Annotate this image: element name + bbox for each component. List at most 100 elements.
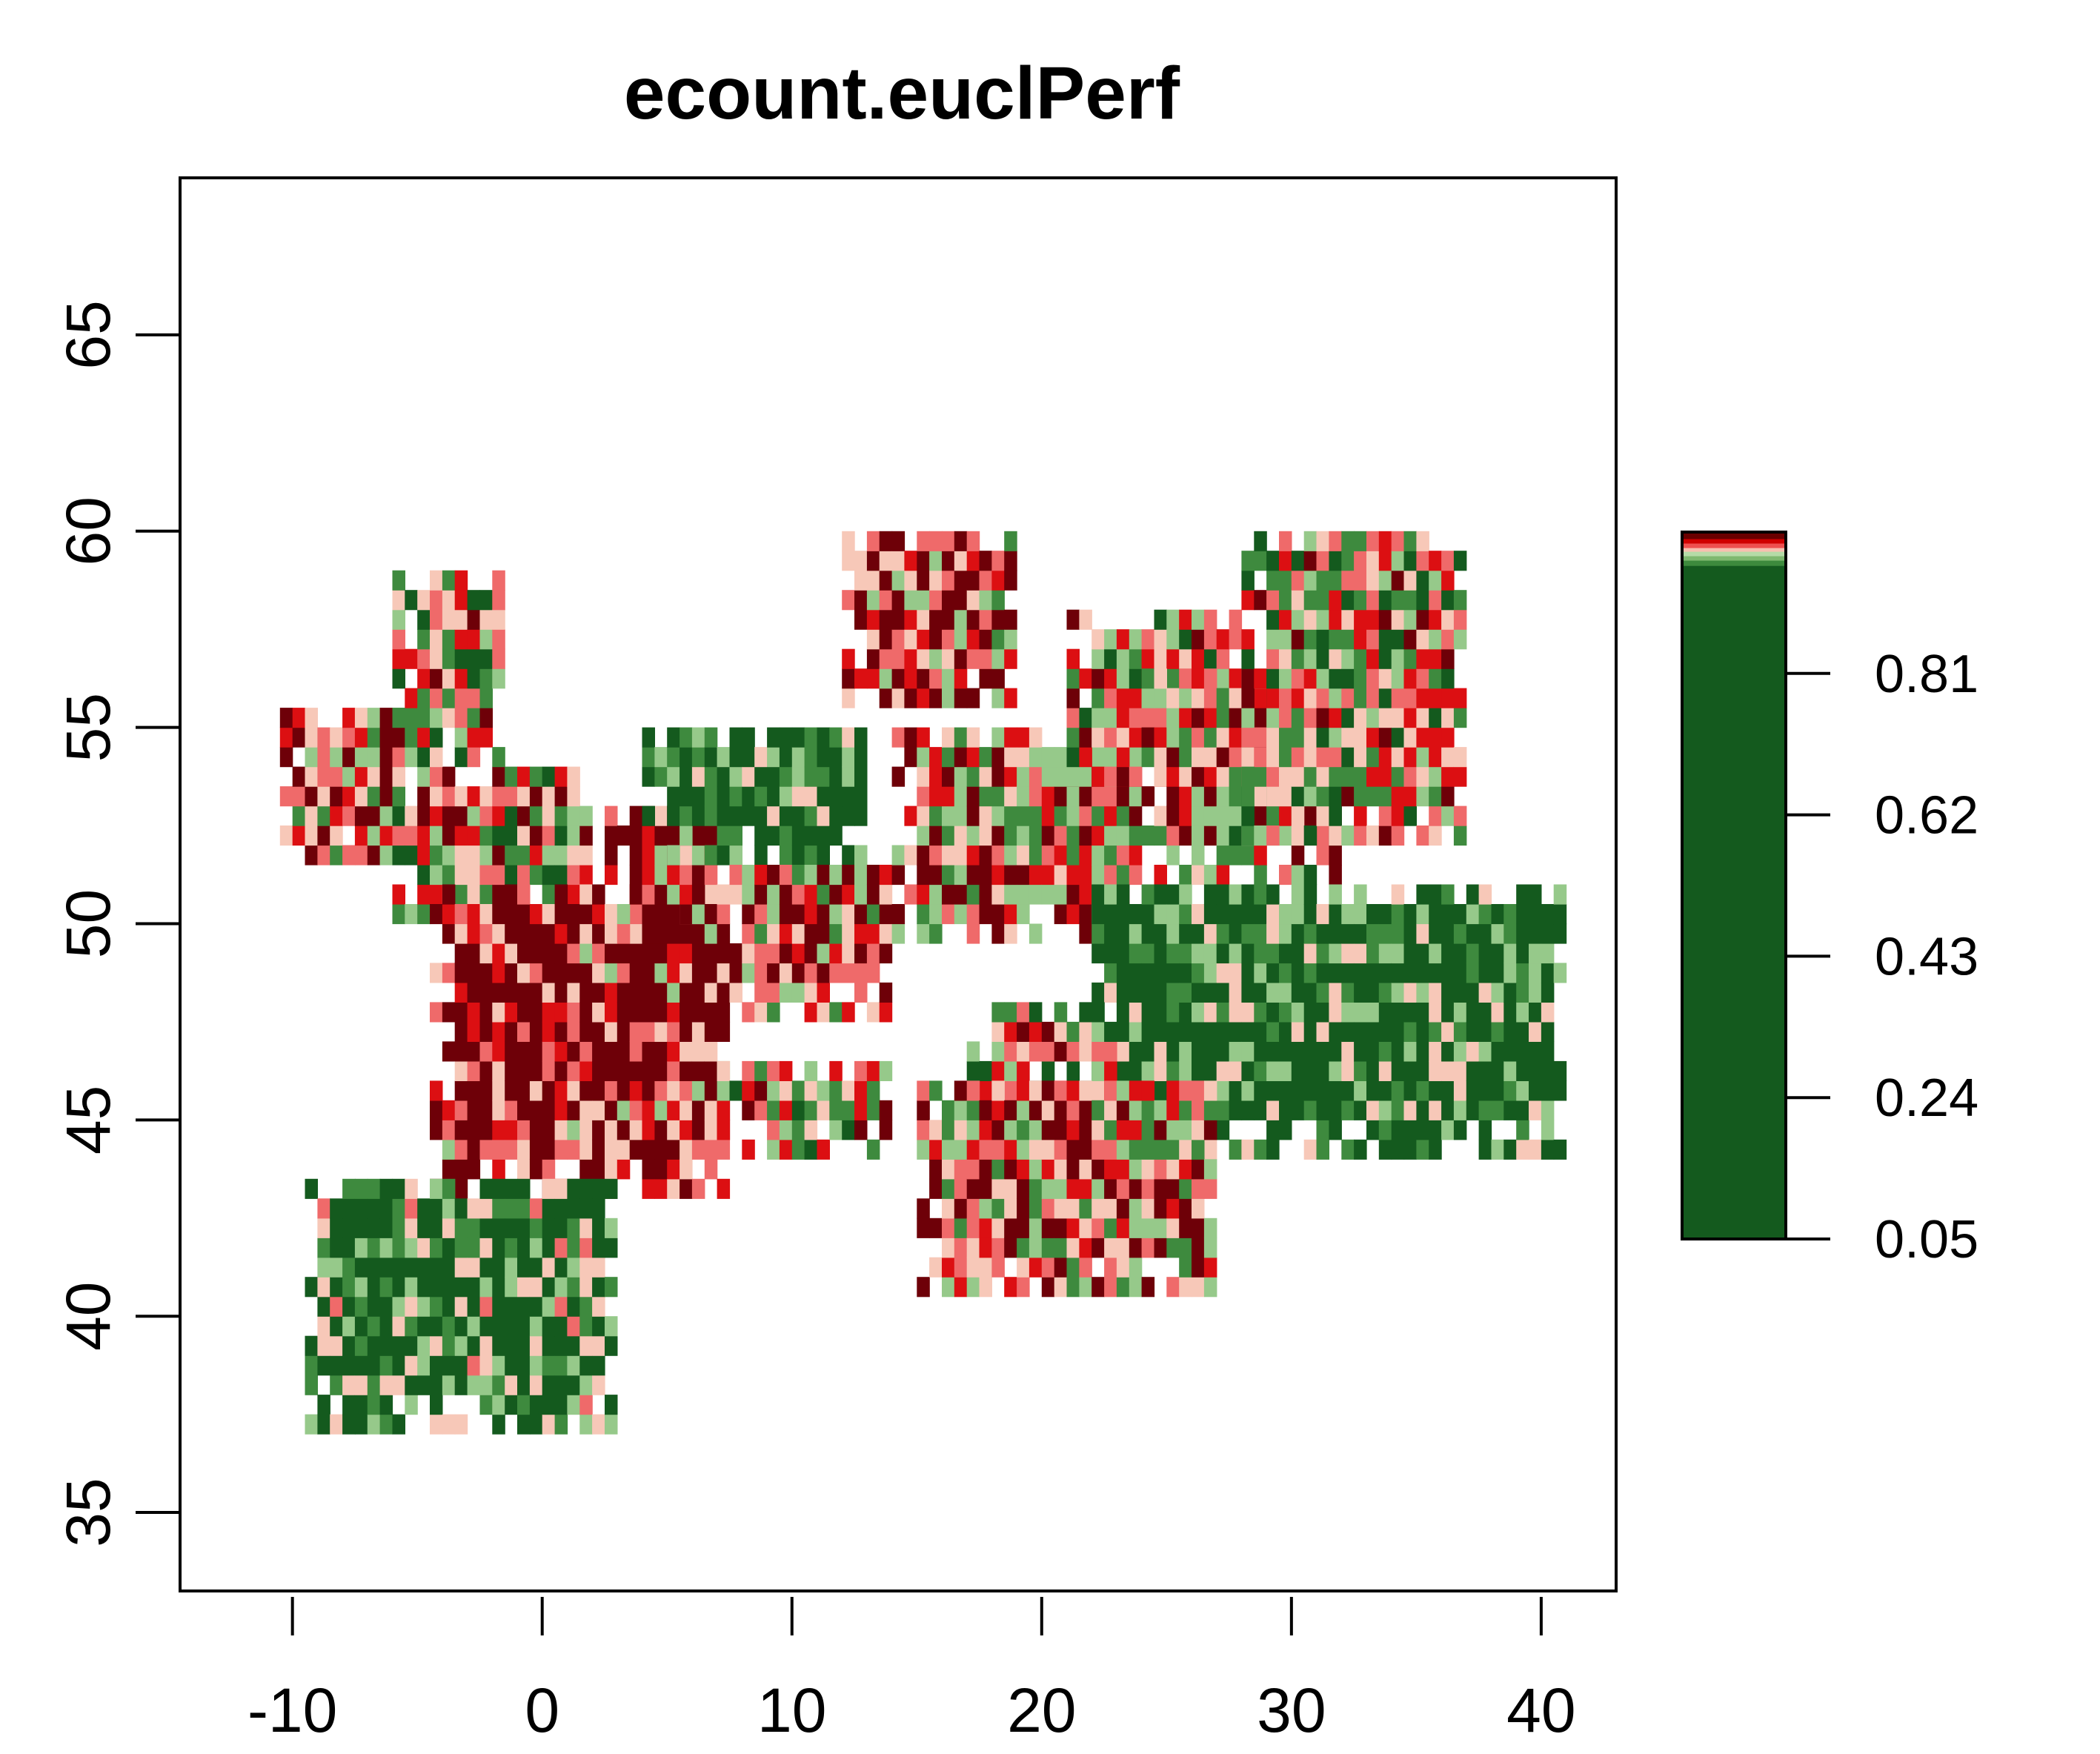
raster-cell: [1017, 845, 1030, 866]
raster-cell: [1141, 727, 1155, 748]
raster-cell: [804, 1139, 818, 1160]
raster-cell: [454, 609, 468, 630]
legend-color-band: [1682, 548, 1786, 552]
raster-cell: [1316, 1100, 1329, 1120]
raster-cell: [1303, 1139, 1318, 1160]
raster-cell: [1541, 1139, 1555, 1160]
raster-cell: [1141, 668, 1155, 689]
raster-cell: [654, 982, 668, 1003]
raster-cell: [717, 884, 731, 905]
raster-cell: [517, 1159, 531, 1180]
raster-cell: [1229, 982, 1243, 1003]
raster-cell: [1441, 668, 1455, 689]
raster-cell: [479, 943, 493, 964]
raster-cell: [1104, 1041, 1117, 1062]
raster-cell: [1041, 825, 1055, 846]
raster-cell: [330, 1238, 343, 1258]
raster-cell: [1229, 904, 1243, 925]
raster-cell: [1403, 648, 1417, 669]
raster-cell: [1254, 805, 1267, 826]
raster-cell: [1266, 1021, 1280, 1042]
raster-cell: [1316, 923, 1329, 944]
raster-cell: [379, 1217, 393, 1238]
raster-cell: [342, 1355, 356, 1376]
raster-cell: [617, 1100, 631, 1120]
raster-cell: [1416, 570, 1429, 591]
raster-cell: [542, 1335, 556, 1356]
raster-cell: [529, 1100, 543, 1120]
raster-cell: [879, 1100, 893, 1120]
raster-cell: [629, 963, 643, 983]
raster-cell: [1303, 551, 1318, 571]
raster-cell: [879, 688, 893, 708]
raster-cell: [991, 668, 1005, 689]
raster-cell: [929, 884, 943, 905]
raster-cell: [1453, 825, 1467, 846]
raster-cell: [691, 1120, 705, 1140]
raster-cell: [579, 1414, 593, 1435]
raster-cell: [1079, 1217, 1092, 1238]
raster-cell: [330, 1414, 343, 1435]
raster-cell: [1391, 1002, 1405, 1023]
raster-cell: [554, 1296, 568, 1317]
raster-cell: [1154, 805, 1167, 826]
x-tick-label: 0: [525, 1675, 559, 1745]
raster-cell: [1429, 1060, 1442, 1081]
raster-cell: [654, 1178, 668, 1199]
raster-cell: [966, 648, 980, 669]
raster-cell: [1203, 1080, 1217, 1101]
raster-cell: [1091, 1198, 1105, 1219]
raster-cell: [1079, 609, 1092, 630]
raster-cell: [467, 963, 481, 983]
raster-cell: [1091, 688, 1105, 708]
raster-cell: [1366, 923, 1380, 944]
raster-cell: [567, 805, 580, 826]
raster-cell: [1316, 805, 1329, 826]
raster-cell: [879, 865, 893, 886]
color-legend: 0.050.240.430.620.81: [1681, 531, 1978, 1269]
raster-cell: [1478, 1139, 1492, 1160]
raster-cell: [529, 1041, 543, 1062]
raster-cell: [879, 668, 893, 689]
raster-cell: [1254, 923, 1267, 944]
raster-cell: [942, 1238, 955, 1258]
raster-cell: [1229, 1080, 1243, 1101]
raster-cell: [1229, 629, 1243, 650]
raster-cell: [1216, 766, 1230, 787]
raster-cell: [654, 884, 668, 905]
raster-cell: [1341, 1060, 1355, 1081]
raster-cell: [1203, 904, 1217, 925]
raster-cell: [1116, 786, 1130, 807]
raster-cell: [1041, 1178, 1055, 1199]
raster-cell: [1192, 1100, 1205, 1120]
raster-cell: [454, 629, 468, 650]
raster-cell: [804, 766, 818, 787]
raster-cell: [467, 609, 481, 630]
raster-cell: [467, 1238, 481, 1258]
raster-cell: [979, 845, 992, 866]
raster-cell: [1066, 648, 1080, 669]
raster-cell: [1066, 1198, 1080, 1219]
raster-cell: [667, 1002, 680, 1023]
raster-cell: [392, 845, 405, 866]
raster-cell: [1091, 1178, 1105, 1199]
raster-cell: [1192, 708, 1205, 728]
raster-cell: [1116, 1041, 1130, 1062]
raster-cell: [679, 1021, 693, 1042]
raster-cell: [1453, 1120, 1467, 1140]
raster-cell: [1066, 708, 1080, 728]
raster-cell: [954, 1120, 968, 1140]
raster-cell: [1541, 1002, 1555, 1023]
raster-cell: [817, 766, 830, 787]
raster-cell: [1441, 766, 1455, 787]
raster-cell: [866, 1060, 880, 1081]
raster-cell: [642, 865, 655, 886]
raster-cell: [1316, 963, 1329, 983]
raster-cell: [354, 1238, 368, 1258]
raster-cell: [1429, 982, 1442, 1003]
raster-cell: [1192, 1002, 1205, 1023]
raster-cell: [1203, 943, 1217, 964]
raster-cell: [579, 923, 593, 944]
raster-cell: [991, 1060, 1005, 1081]
raster-cell: [1441, 1060, 1455, 1081]
